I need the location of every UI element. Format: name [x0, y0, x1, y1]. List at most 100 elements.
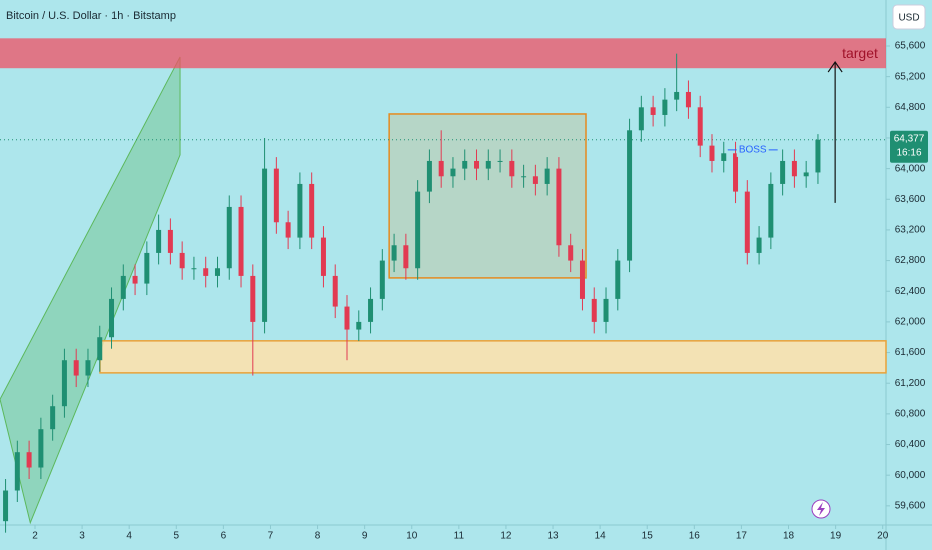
candle-body [756, 237, 762, 253]
candle-body [61, 360, 67, 407]
candle-body [3, 490, 9, 522]
currency-button[interactable] [892, 4, 926, 30]
candle-body [733, 153, 739, 192]
candle-body [297, 183, 303, 238]
candle-body [744, 191, 750, 253]
candle-body [462, 160, 468, 169]
candle-body [474, 160, 480, 169]
candle-body [627, 130, 633, 261]
y-tick-label: 64,000 [895, 163, 926, 174]
x-tick-label: 9 [362, 531, 368, 542]
y-tick-label: 64,800 [895, 102, 926, 113]
y-tick-label: 60,000 [895, 470, 926, 481]
candle-body [273, 168, 279, 223]
candle-body [226, 206, 232, 269]
candle-body [238, 206, 244, 276]
candle-body [780, 160, 786, 184]
x-tick-label: 14 [595, 531, 607, 542]
candle-body [532, 176, 538, 184]
candle-body [109, 298, 115, 338]
candle-body [85, 360, 91, 376]
candle-body [815, 139, 821, 173]
candle-body [309, 183, 315, 238]
candle-body [556, 168, 562, 246]
candle-body [638, 107, 644, 131]
x-tick-label: 2 [32, 531, 38, 542]
candle-body [262, 168, 268, 322]
x-tick-label: 5 [173, 531, 179, 542]
candle-body [579, 260, 585, 299]
boss-label-bg [736, 142, 769, 157]
x-tick-label: 13 [547, 531, 559, 542]
x-tick-label: 18 [783, 531, 795, 542]
support-zone [99, 340, 887, 374]
lightning-glyph [817, 502, 825, 516]
candle-body [250, 275, 256, 322]
candle-body [721, 153, 727, 161]
candle-body [615, 260, 621, 299]
candle-body [674, 91, 680, 100]
candle-body [50, 406, 56, 430]
candle-body [662, 99, 668, 115]
x-tick-label: 6 [221, 531, 227, 542]
x-tick-label: 10 [406, 531, 418, 542]
candle-body [285, 222, 291, 238]
candle-body [603, 298, 609, 322]
y-tick-label: 62,800 [895, 255, 926, 266]
y-tick-label: 60,800 [895, 409, 926, 420]
candle-body [379, 260, 385, 299]
y-tick-label: 63,600 [895, 194, 926, 205]
channel [0, 56, 181, 525]
candle-body [568, 245, 574, 261]
candle-body [132, 275, 138, 284]
candle-body [156, 229, 162, 253]
candle-body [97, 337, 103, 361]
y-tick-label: 62,400 [895, 286, 926, 297]
x-tick-label: 4 [126, 531, 132, 542]
candle-body [356, 321, 362, 330]
candle-body [438, 160, 444, 177]
y-tick-label: 61,200 [895, 378, 926, 389]
candle-body [485, 160, 491, 169]
price-tag-bg [890, 130, 928, 163]
candle-body [391, 245, 397, 261]
candle-body [650, 107, 656, 115]
candle-body [591, 298, 597, 322]
x-tick-label: 15 [642, 531, 654, 542]
candle-body [497, 160, 503, 162]
candle-body [191, 268, 197, 270]
y-tick-label: 62,000 [895, 317, 926, 328]
target-zone [0, 38, 886, 69]
candle-body [697, 107, 703, 146]
x-tick-label: 7 [268, 531, 274, 542]
x-tick-label: 19 [830, 531, 842, 542]
y-tick-label: 65,600 [895, 41, 926, 52]
price-countdown: 16:16 [896, 147, 921, 158]
candle-body [521, 176, 527, 178]
candle-body [509, 160, 515, 177]
candle-body [344, 306, 350, 330]
x-tick-label: 12 [500, 531, 512, 542]
candle-body [709, 145, 715, 161]
y-tick-label: 59,600 [895, 500, 926, 511]
candle-body [768, 183, 774, 238]
boss-label: BOSS [739, 145, 767, 156]
candle-body [544, 168, 550, 184]
currency[interactable]: USD [898, 13, 919, 24]
candle-body [426, 160, 432, 192]
candle-body [791, 160, 797, 177]
y-tick-label: 60,400 [895, 439, 926, 450]
candle-body [167, 229, 173, 253]
target-label: target [842, 45, 878, 61]
x-tick-label: 16 [689, 531, 701, 542]
price-tag: 64,377 [894, 133, 925, 144]
candle-body [450, 168, 456, 177]
candle-body [144, 252, 150, 284]
candle-body [26, 452, 32, 468]
candle-body [685, 91, 691, 108]
candle-body [73, 360, 79, 376]
candle-body [203, 268, 209, 276]
candle-body [320, 237, 326, 276]
plot: 59,600 60,000 60,400 60,800 61,200 61,600 62,0… [0, 38, 926, 542]
